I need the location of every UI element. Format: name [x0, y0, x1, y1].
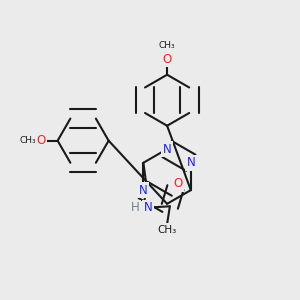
Text: O: O [173, 177, 183, 190]
Text: N: N [144, 201, 152, 214]
Text: CH₃: CH₃ [159, 41, 176, 50]
Text: N: N [139, 184, 148, 196]
Text: O: O [37, 134, 46, 147]
Text: CH₃: CH₃ [157, 225, 176, 235]
Text: CH₃: CH₃ [19, 136, 36, 145]
Text: O: O [163, 53, 172, 66]
Text: N: N [163, 142, 172, 156]
Text: N: N [186, 156, 195, 169]
Text: H: H [131, 201, 140, 214]
